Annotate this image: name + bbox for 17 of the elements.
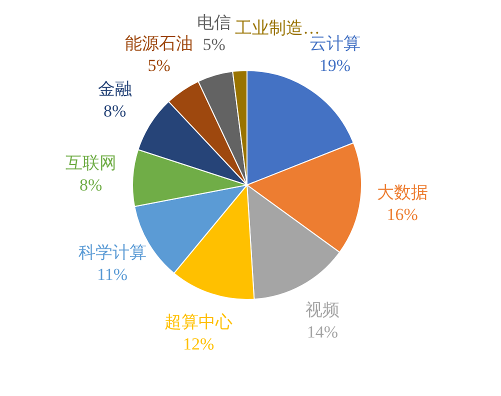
- data-label: 12%: [183, 334, 214, 354]
- data-label: 8%: [79, 176, 102, 195]
- slice-label: 大数据: [376, 183, 428, 202]
- slice-label: 金融: [98, 80, 132, 99]
- slice-label: 视频: [305, 300, 340, 320]
- data-label: 16%: [386, 205, 418, 224]
- slice-label: 超算中心: [164, 312, 233, 332]
- data-label: 5%: [202, 35, 226, 54]
- data-label: 19%: [319, 56, 351, 76]
- slice-label: 互联网: [65, 154, 116, 173]
- slice-label: 电信: [197, 13, 232, 32]
- data-label: 5%: [148, 56, 170, 76]
- slice-label: 科学计算: [78, 243, 146, 262]
- data-label: 11%: [97, 265, 128, 284]
- data-label: 8%: [104, 102, 126, 121]
- slice-label: 能源石油: [125, 34, 194, 54]
- data-label: 14%: [306, 322, 338, 342]
